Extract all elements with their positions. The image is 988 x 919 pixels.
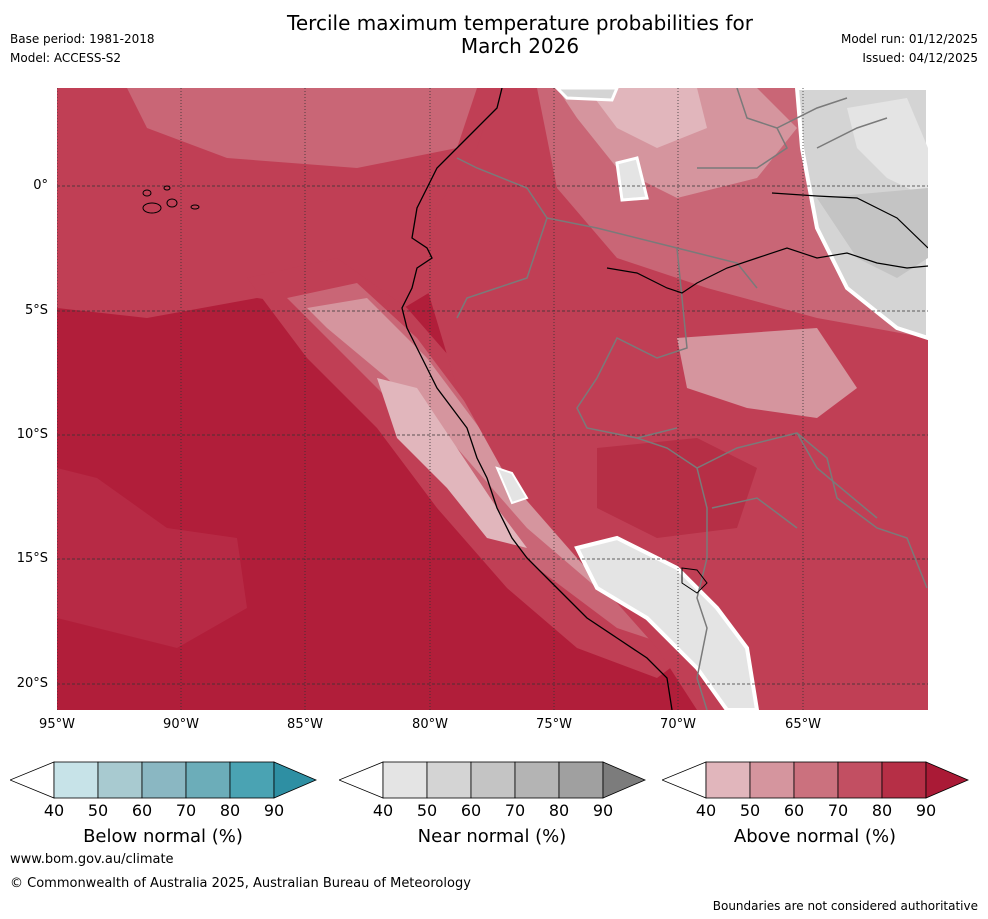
- colorbar-below-seg-60-70: [141, 761, 187, 799]
- colorbar-near-seg-80-90: [558, 761, 604, 799]
- coastline: [401, 88, 673, 710]
- below-tick-80: 80: [219, 801, 241, 820]
- probability-map: [57, 88, 928, 710]
- above-tick-40: 40: [695, 801, 717, 820]
- map-parallels: [57, 185, 928, 685]
- shade-coastal-lightest: [377, 378, 527, 548]
- shade-land-east-light: [677, 328, 857, 418]
- near-normal-patch-small: [615, 156, 649, 202]
- river-north: [771, 192, 928, 249]
- shade-ocean-north-light: [127, 88, 477, 168]
- colorbar-below-title: Below normal (%): [83, 826, 243, 847]
- shade-ocean-west: [57, 468, 247, 648]
- above-tick-90: 90: [915, 801, 937, 820]
- galapagos-santiago: [163, 185, 171, 191]
- base-period-label: Base period: 1981-2018: [10, 32, 155, 46]
- country-borders: [456, 157, 928, 710]
- galapagos-fernandina: [142, 189, 152, 197]
- colorbar-below-arrow-left: [10, 761, 55, 799]
- footer-url: www.bom.gov.au/climate: [10, 852, 174, 867]
- colorbar-below-seg-70-80: [185, 761, 231, 799]
- near-tick-70: 70: [504, 801, 526, 820]
- colorbar-above-seg-50-60: [749, 761, 795, 799]
- below-tick-60: 60: [131, 801, 153, 820]
- colorbar-near-seg-40-50: [382, 761, 428, 799]
- shade-coastal-light: [307, 298, 657, 608]
- colorbar-below-seg-50-60: [97, 761, 143, 799]
- colorbar-below-normal: [10, 761, 317, 799]
- colorbar-below-seg-80-90: [229, 761, 275, 799]
- issued-label: Issued: 04/12/2025: [862, 51, 978, 65]
- footer-copyright: © Commonwealth of Australia 2025, Austra…: [10, 876, 471, 891]
- near-tick-80: 80: [548, 801, 570, 820]
- shade-land-central-dark: [597, 438, 757, 538]
- galapagos-santa-cruz: [166, 198, 178, 208]
- model-run-label: Model run: 01/12/2025: [840, 32, 978, 46]
- near-normal-patch-north: [554, 88, 619, 102]
- near-normal-patch-south: [574, 535, 760, 710]
- colorbar-near-arrow-left: [339, 761, 384, 799]
- amazon-river: [606, 247, 928, 294]
- lon-label-65w: 65°W: [785, 717, 821, 732]
- footer-disclaimer: Boundaries are not considered authoritat…: [712, 899, 978, 913]
- lake-titicaca: [681, 567, 708, 594]
- lat-label-5s: 5°S: [24, 303, 48, 318]
- colorbar-above-seg-80-90: [881, 761, 927, 799]
- colorbar-above-arrow-right: [925, 761, 969, 799]
- galapagos-san-cristobal: [190, 204, 200, 210]
- colorbar-above-arrow-left: [662, 761, 707, 799]
- lon-label-95w: 95°W: [39, 717, 75, 732]
- lon-label-80w: 80°W: [412, 717, 448, 732]
- colorbar-near-seg-50-60: [426, 761, 472, 799]
- near-tick-60: 60: [460, 801, 482, 820]
- lat-label-20s: 20°S: [16, 676, 48, 691]
- colorbar-above-title: Above normal (%): [733, 826, 897, 847]
- above-tick-80: 80: [871, 801, 893, 820]
- colorbar-near-normal: [339, 761, 646, 799]
- lon-label-70w: 70°W: [660, 717, 696, 732]
- colorbar-near-arrow-right: [602, 761, 646, 799]
- chart-title: Tercile maximum temperature probabilitie…: [0, 12, 988, 58]
- near-tick-40: 40: [372, 801, 394, 820]
- lon-label-75w: 75°W: [536, 717, 572, 732]
- colorbar-above-seg-40-50: [705, 761, 751, 799]
- above-tick-70: 70: [827, 801, 849, 820]
- lat-label-10s: 10°S: [16, 427, 48, 442]
- colorbar-near-title: Near normal (%): [417, 826, 567, 847]
- above-tick-60: 60: [783, 801, 805, 820]
- lon-label-85w: 85°W: [287, 717, 323, 732]
- lat-label-15s: 15°S: [16, 551, 48, 566]
- near-normal-patch-northeast-light: [847, 98, 928, 198]
- colorbar-above-seg-60-70: [793, 761, 839, 799]
- colorbar-below-arrow-right: [273, 761, 317, 799]
- below-tick-90: 90: [263, 801, 285, 820]
- galapagos-isabela: [142, 202, 162, 214]
- title-line-1: Tercile maximum temperature probabilitie…: [287, 11, 753, 35]
- near-tick-50: 50: [416, 801, 438, 820]
- country-borders-north: [697, 88, 888, 169]
- near-normal-patch-northeast-mid: [817, 188, 928, 278]
- above-tick-50: 50: [739, 801, 761, 820]
- title-line-2: March 2026: [460, 34, 580, 58]
- model-label: Model: ACCESS-S2: [10, 51, 122, 65]
- colorbar-above-seg-70-80: [837, 761, 883, 799]
- lon-label-90w: 90°W: [163, 717, 199, 732]
- near-tick-90: 90: [592, 801, 614, 820]
- below-tick-70: 70: [175, 801, 197, 820]
- colorbar-near-seg-70-80: [514, 761, 560, 799]
- near-normal-patch-coast: [495, 466, 529, 505]
- lat-label-0: 0°: [33, 178, 48, 193]
- below-tick-40: 40: [43, 801, 65, 820]
- map-canvas: [57, 88, 928, 710]
- colorbar-near-seg-60-70: [470, 761, 516, 799]
- colorbar-above-normal: [662, 761, 969, 799]
- colorbar-below-seg-40-50: [53, 761, 99, 799]
- shade-land-north-lightest: [587, 88, 707, 148]
- below-tick-50: 50: [87, 801, 109, 820]
